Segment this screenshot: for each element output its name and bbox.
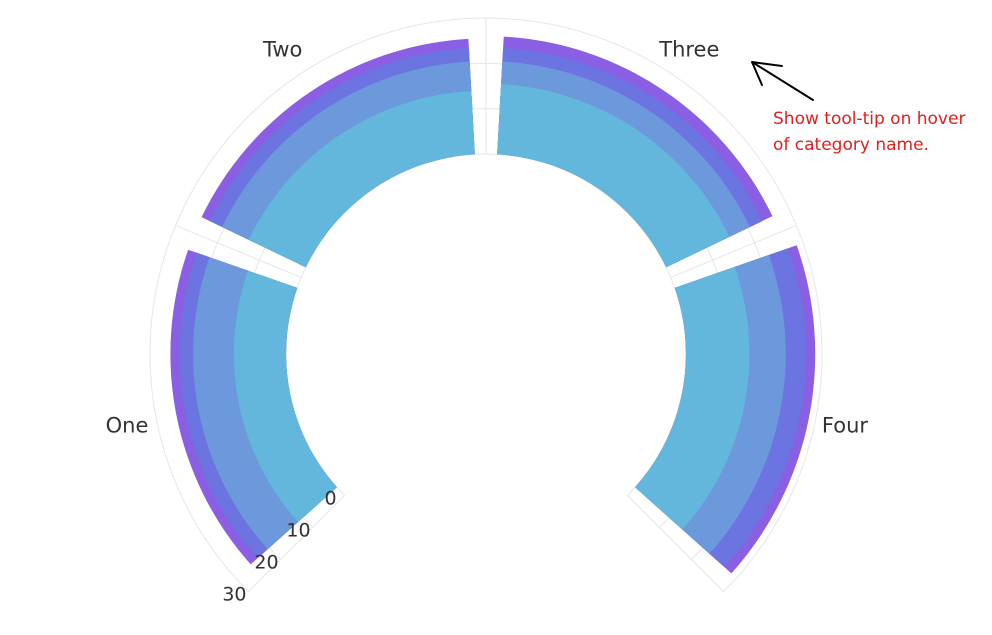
bar-four-3[interactable] xyxy=(635,266,750,530)
annotation-line-2: of category name. xyxy=(773,135,929,155)
bar-one-3[interactable] xyxy=(233,270,337,523)
annotation-line-1: Show tool-tip on hover xyxy=(773,109,966,129)
category-label-four[interactable]: Four xyxy=(822,413,868,437)
radial-tick-label: 20 xyxy=(254,552,278,574)
grid-radial-line xyxy=(175,224,302,278)
category-label-three[interactable]: Three xyxy=(658,38,719,62)
radial-tick-label: 30 xyxy=(222,584,246,606)
grid-radial-line xyxy=(627,495,724,592)
grid-radial-line xyxy=(248,495,345,592)
radial-tick-label: 10 xyxy=(286,519,310,541)
annotation-arrow-icon xyxy=(751,61,814,101)
category-labels[interactable]: One Two Three Four xyxy=(106,38,869,438)
bar-two-3[interactable] xyxy=(248,90,475,268)
chart-bars xyxy=(170,36,816,574)
category-label-two[interactable]: Two xyxy=(262,38,302,62)
bar-three-3[interactable] xyxy=(497,84,730,268)
annotation-note: Show tool-tip on hover of category name. xyxy=(773,106,965,158)
category-label-one[interactable]: One xyxy=(106,413,149,437)
radial-tick-label: 0 xyxy=(325,487,337,509)
grid-radial-line xyxy=(670,224,797,278)
radial-tick-labels: 0 10 20 30 xyxy=(222,487,336,605)
